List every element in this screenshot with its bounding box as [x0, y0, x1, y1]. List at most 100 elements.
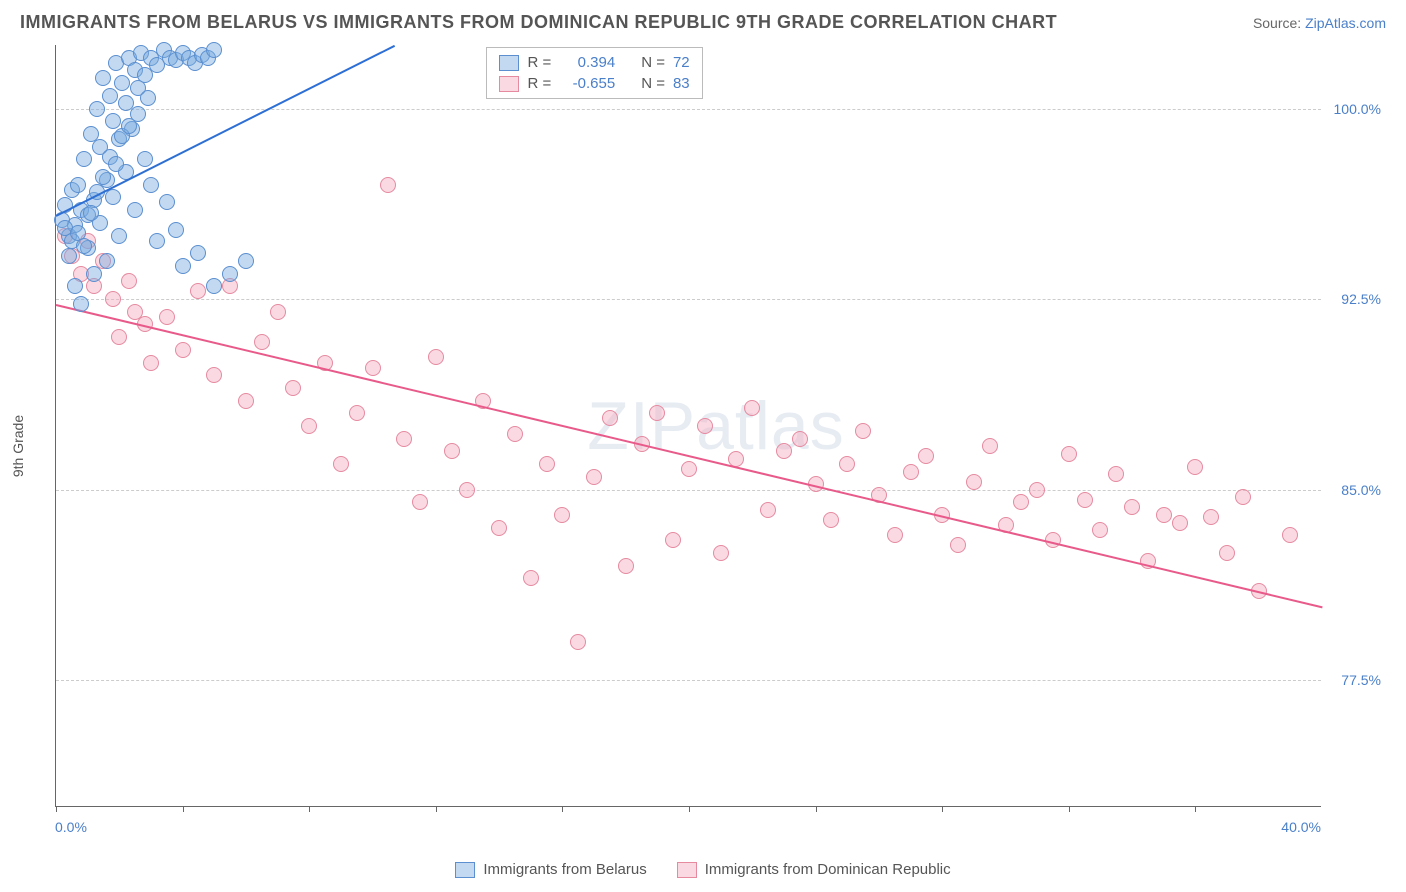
data-point	[744, 400, 760, 416]
data-point	[1172, 515, 1188, 531]
gridline	[56, 490, 1321, 491]
data-point	[444, 443, 460, 459]
data-point	[83, 205, 99, 221]
data-point	[105, 189, 121, 205]
x-axis-max-label: 40.0%	[1281, 819, 1321, 835]
x-tick	[183, 806, 184, 812]
stats-legend: R =0.394N =72R =-0.655N =83	[486, 47, 702, 99]
data-point	[67, 278, 83, 294]
watermark: ZIPatlas	[587, 387, 844, 465]
data-point	[507, 426, 523, 442]
data-point	[143, 355, 159, 371]
source-label: Source:	[1253, 15, 1301, 31]
source-link[interactable]: ZipAtlas.com	[1305, 15, 1386, 31]
y-tick-label: 92.5%	[1341, 291, 1381, 307]
data-point	[1203, 509, 1219, 525]
data-point	[586, 469, 602, 485]
data-point	[602, 410, 618, 426]
data-point	[270, 304, 286, 320]
legend-label-belarus: Immigrants from Belarus	[483, 861, 646, 878]
data-point	[1029, 482, 1045, 498]
data-point	[1187, 459, 1203, 475]
x-tick	[56, 806, 57, 812]
data-point	[76, 151, 92, 167]
data-point	[206, 278, 222, 294]
r-value: 0.394	[559, 54, 615, 71]
data-point	[99, 253, 115, 269]
data-point	[776, 443, 792, 459]
data-point	[539, 456, 555, 472]
gridline	[56, 299, 1321, 300]
data-point	[111, 329, 127, 345]
data-point	[137, 151, 153, 167]
data-point	[70, 177, 86, 193]
data-point	[349, 405, 365, 421]
data-point	[168, 222, 184, 238]
x-tick	[562, 806, 563, 812]
x-tick	[436, 806, 437, 812]
data-point	[950, 537, 966, 553]
n-label: N =	[641, 75, 665, 92]
data-point	[365, 360, 381, 376]
data-point	[89, 101, 105, 117]
data-point	[333, 456, 349, 472]
r-label: R =	[527, 75, 551, 92]
data-point	[108, 156, 124, 172]
data-point	[412, 494, 428, 510]
data-point	[665, 532, 681, 548]
data-point	[73, 296, 89, 312]
data-point	[95, 70, 111, 86]
data-point	[127, 202, 143, 218]
data-point	[1124, 499, 1140, 515]
plot-region: ZIPatlas R =0.394N =72R =-0.655N =83	[55, 45, 1321, 807]
data-point	[1156, 507, 1172, 523]
data-point	[554, 507, 570, 523]
data-point	[105, 113, 121, 129]
data-point	[1092, 522, 1108, 538]
data-point	[1077, 492, 1093, 508]
y-tick-label: 85.0%	[1341, 482, 1381, 498]
swatch-icon	[499, 76, 519, 92]
data-point	[190, 245, 206, 261]
data-point	[222, 266, 238, 282]
data-point	[459, 482, 475, 498]
n-label: N =	[641, 54, 665, 71]
data-point	[523, 570, 539, 586]
data-point	[238, 393, 254, 409]
data-point	[86, 266, 102, 282]
y-tick-label: 100.0%	[1334, 101, 1381, 117]
data-point	[887, 527, 903, 543]
x-tick	[942, 806, 943, 812]
data-point	[1235, 489, 1251, 505]
x-axis-min-label: 0.0%	[55, 819, 87, 835]
data-point	[792, 431, 808, 447]
x-tick	[1195, 806, 1196, 812]
stats-row: R =0.394N =72	[499, 52, 689, 73]
data-point	[618, 558, 634, 574]
y-axis-label: 9th Grade	[10, 415, 26, 477]
y-tick-label: 77.5%	[1341, 672, 1381, 688]
data-point	[143, 177, 159, 193]
data-point	[570, 634, 586, 650]
data-point	[301, 418, 317, 434]
legend-label-dominican: Immigrants from Dominican Republic	[705, 861, 951, 878]
data-point	[839, 456, 855, 472]
legend-item-belarus: Immigrants from Belarus	[455, 861, 646, 878]
data-point	[380, 177, 396, 193]
data-point	[175, 258, 191, 274]
swatch-belarus	[455, 862, 475, 878]
data-point	[206, 367, 222, 383]
swatch-dominican	[677, 862, 697, 878]
source-attribution: Source: ZipAtlas.com	[1253, 15, 1386, 31]
data-point	[1219, 545, 1235, 561]
data-point	[713, 545, 729, 561]
x-tick	[1069, 806, 1070, 812]
data-point	[428, 349, 444, 365]
data-point	[114, 75, 130, 91]
data-point	[159, 194, 175, 210]
data-point	[105, 291, 121, 307]
data-point	[238, 253, 254, 269]
x-tick	[309, 806, 310, 812]
data-point	[95, 169, 111, 185]
data-point	[823, 512, 839, 528]
